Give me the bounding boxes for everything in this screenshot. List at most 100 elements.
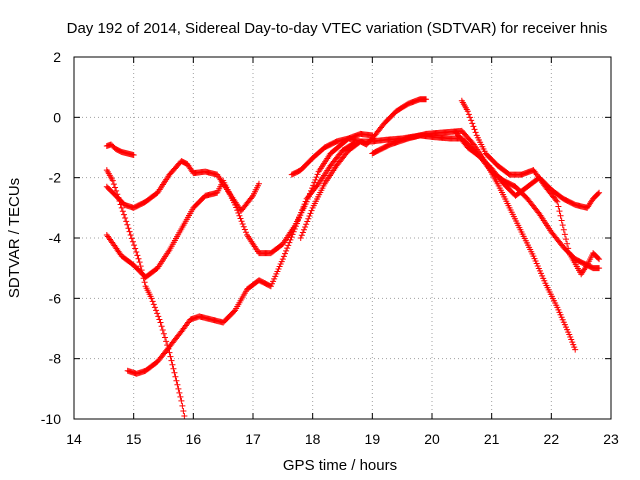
data-point: [166, 349, 173, 356]
data-point: [163, 338, 170, 345]
data-point: [167, 353, 174, 360]
data-point: [596, 256, 603, 263]
data-point: [118, 204, 125, 211]
data-points: [103, 96, 603, 419]
data-point: [305, 215, 312, 222]
data-point: [472, 129, 479, 136]
series-right-late: [458, 97, 603, 278]
data-point: [303, 221, 310, 228]
y-axis-label: SDTVAR / TECUs: [6, 178, 23, 298]
data-point: [302, 224, 309, 231]
data-point: [464, 108, 471, 115]
x-tick-label: 23: [603, 431, 619, 447]
y-tick-label: 0: [53, 109, 61, 125]
series-right-falling: [369, 127, 579, 353]
data-point: [161, 334, 168, 341]
data-point: [180, 407, 187, 414]
data-point: [559, 222, 566, 229]
data-point: [112, 184, 119, 191]
x-axis-label: GPS time / hours: [283, 457, 397, 474]
data-point: [555, 203, 562, 210]
data-point: [127, 231, 134, 238]
data-point: [156, 316, 163, 323]
data-point: [178, 397, 185, 404]
data-point: [313, 174, 320, 181]
data-point: [168, 357, 175, 364]
series-short-early: [103, 141, 137, 159]
data-point: [301, 201, 308, 208]
data-point: [135, 255, 142, 262]
data-point: [148, 295, 155, 302]
data-point: [248, 194, 255, 201]
data-point: [292, 223, 299, 230]
data-point: [284, 245, 291, 252]
data-point: [558, 217, 565, 224]
data-point: [133, 248, 140, 255]
data-point: [160, 330, 167, 337]
x-tick-label: 15: [126, 431, 142, 447]
data-point: [126, 228, 133, 235]
data-point: [240, 223, 247, 230]
data-point: [154, 310, 161, 317]
data-point: [131, 242, 138, 249]
y-tick-label: -8: [49, 351, 62, 367]
data-point: [286, 239, 293, 246]
data-point: [233, 204, 240, 211]
data-point: [566, 331, 573, 338]
data-point: [568, 336, 575, 343]
data-point: [296, 214, 303, 221]
data-point: [283, 247, 290, 254]
data-point: [242, 229, 249, 236]
data-point: [237, 215, 244, 222]
data-point: [565, 245, 572, 252]
y-tick-label: -4: [49, 230, 62, 246]
data-point: [175, 385, 182, 392]
data-point: [307, 210, 314, 217]
data-point: [170, 365, 177, 372]
data-point: [561, 231, 568, 238]
data-point: [297, 235, 304, 241]
data-point: [157, 319, 164, 326]
data-point: [596, 189, 603, 196]
data-point: [241, 226, 248, 233]
grid-lines: [74, 57, 611, 419]
data-point: [570, 341, 577, 348]
tick-labels: 14 15 16 17 18 19 20 21 22 23 -10 -8 -6 -4 -2 0 2: [41, 49, 619, 447]
x-tick-label: 17: [245, 431, 261, 447]
data-point: [255, 180, 262, 187]
data-point: [298, 232, 305, 239]
data-point: [562, 236, 569, 243]
data-point: [119, 208, 126, 215]
y-tick-label: -2: [49, 170, 62, 186]
data-point: [567, 334, 574, 341]
data-point: [280, 253, 287, 260]
data-point: [467, 114, 474, 121]
data-point: [176, 389, 183, 396]
data-point: [297, 212, 304, 219]
data-point: [299, 229, 306, 236]
data-point: [564, 240, 571, 247]
data-point: [123, 218, 130, 225]
data-point: [569, 339, 576, 346]
x-tick-label: 19: [365, 431, 381, 447]
data-point: [235, 210, 242, 217]
data-point: [231, 308, 238, 315]
data-point: [153, 307, 160, 314]
data-point: [554, 198, 561, 205]
data-point: [302, 198, 309, 205]
axis-ticks: [73, 56, 612, 420]
data-point: [285, 242, 292, 249]
plot-frame: [73, 56, 612, 420]
data-point: [232, 201, 239, 208]
data-point: [557, 212, 564, 219]
data-point: [128, 235, 135, 242]
data-point: [314, 182, 321, 189]
data-point: [289, 231, 296, 238]
data-point: [306, 213, 313, 220]
data-point: [287, 236, 294, 243]
x-tick-label: 21: [484, 431, 500, 447]
x-tick-label: 20: [424, 431, 440, 447]
data-point: [471, 126, 478, 133]
data-point: [291, 225, 298, 232]
data-point: [125, 225, 132, 232]
